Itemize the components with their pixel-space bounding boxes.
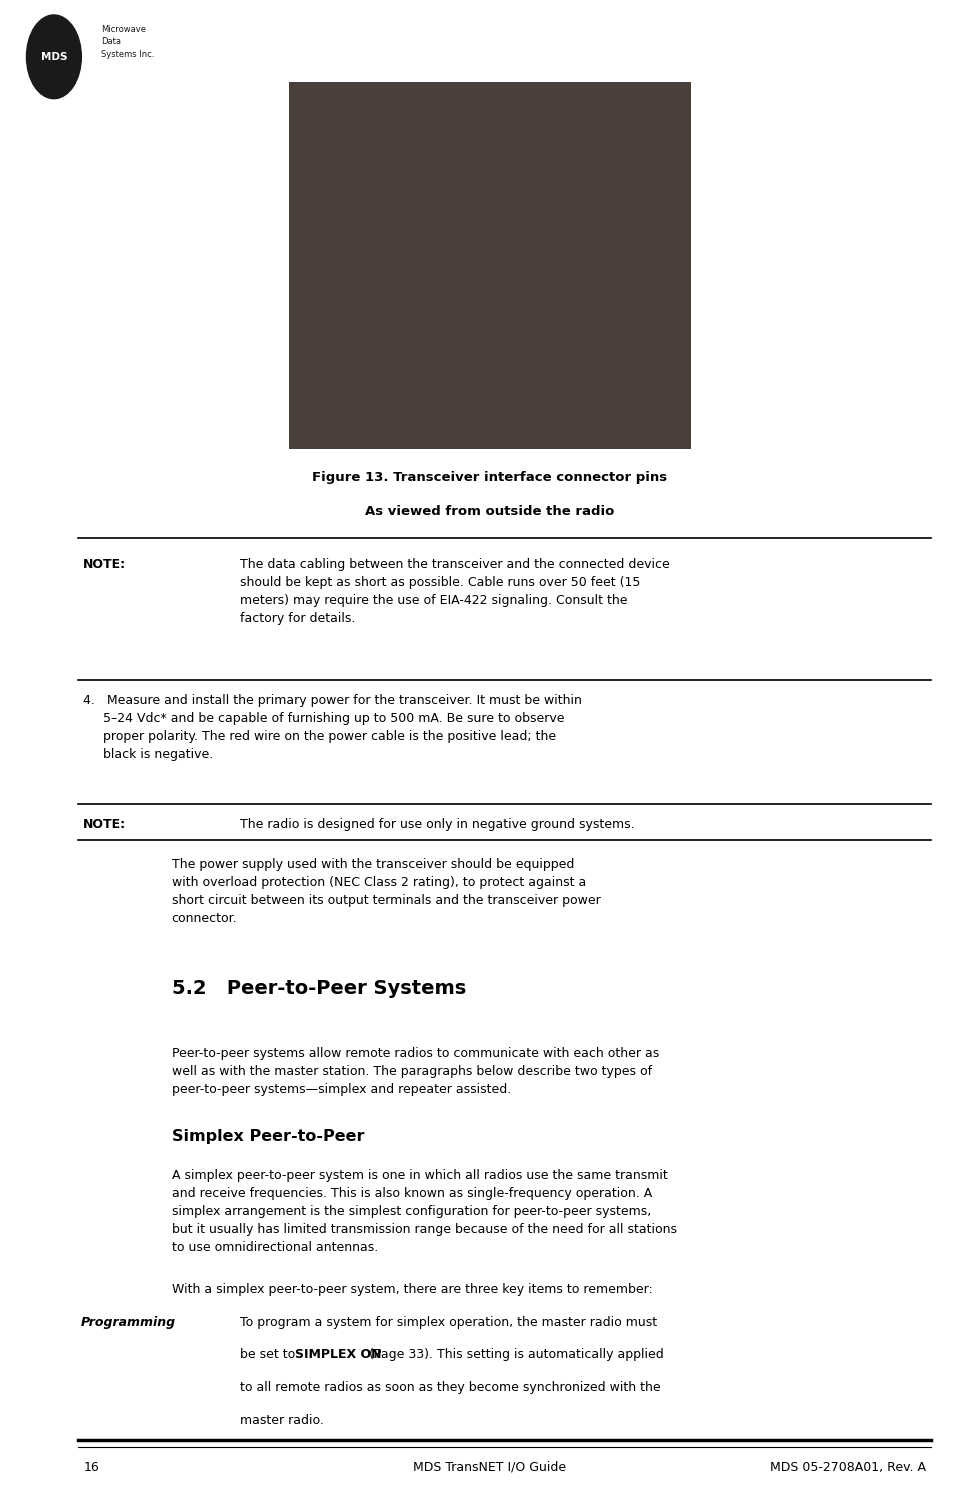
Text: MDS TransNET I/O Guide: MDS TransNET I/O Guide <box>414 1461 566 1474</box>
Text: The power supply used with the transceiver should be equipped
with overload prot: The power supply used with the transceiv… <box>172 858 600 925</box>
Text: The radio is designed for use only in negative ground systems.: The radio is designed for use only in ne… <box>240 818 635 831</box>
Text: As viewed from outside the radio: As viewed from outside the radio <box>366 505 614 519</box>
Text: to all remote radios as soon as they become synchronized with the: to all remote radios as soon as they bec… <box>240 1381 661 1395</box>
Text: 16: 16 <box>83 1461 99 1474</box>
Text: Programming: Programming <box>80 1316 175 1329</box>
Text: master radio.: master radio. <box>240 1414 324 1428</box>
Bar <box>289 82 691 448</box>
Text: SIMPLEX ON: SIMPLEX ON <box>295 1348 381 1362</box>
Text: Simplex Peer-to-Peer: Simplex Peer-to-Peer <box>172 1129 364 1144</box>
Text: be set to: be set to <box>240 1348 299 1362</box>
Text: 5.2   Peer-to-Peer Systems: 5.2 Peer-to-Peer Systems <box>172 979 466 999</box>
Text: The data cabling between the transceiver and the connected device
should be kept: The data cabling between the transceiver… <box>240 558 670 625</box>
Text: NOTE:: NOTE: <box>83 818 126 831</box>
Text: Peer-to-peer systems allow remote radios to communicate with each other as
well : Peer-to-peer systems allow remote radios… <box>172 1046 659 1096</box>
Text: Microwave
Data
Systems Inc.: Microwave Data Systems Inc. <box>101 25 154 58</box>
Text: To program a system for simplex operation, the master radio must: To program a system for simplex operatio… <box>240 1316 658 1329</box>
Text: MDS 05-2708A01, Rev. A: MDS 05-2708A01, Rev. A <box>770 1461 926 1474</box>
Circle shape <box>26 15 81 99</box>
Text: NOTE:: NOTE: <box>83 558 126 571</box>
Text: 4.   Measure and install the primary power for the transceiver. It must be withi: 4. Measure and install the primary power… <box>83 694 582 761</box>
Text: With a simplex peer-to-peer system, there are three key items to remember:: With a simplex peer-to-peer system, ther… <box>172 1283 653 1296</box>
Text: Figure 13. Transceiver interface connector pins: Figure 13. Transceiver interface connect… <box>313 471 667 484</box>
Text: MDS: MDS <box>40 52 68 61</box>
Text: A simplex peer-to-peer system is one in which all radios use the same transmit
a: A simplex peer-to-peer system is one in … <box>172 1169 676 1254</box>
Text: (Page 33). This setting is automatically applied: (Page 33). This setting is automatically… <box>365 1348 663 1362</box>
